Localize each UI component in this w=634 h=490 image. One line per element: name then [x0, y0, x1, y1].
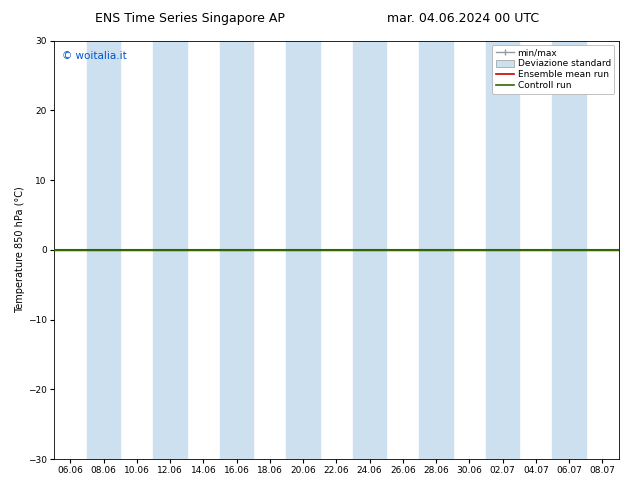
- Bar: [353, 41, 386, 459]
- Bar: [87, 41, 120, 459]
- Bar: [552, 41, 586, 459]
- Text: ENS Time Series Singapore AP: ENS Time Series Singapore AP: [95, 12, 285, 25]
- Legend: min/max, Deviazione standard, Ensemble mean run, Controll run: min/max, Deviazione standard, Ensemble m…: [493, 45, 614, 94]
- Text: mar. 04.06.2024 00 UTC: mar. 04.06.2024 00 UTC: [387, 12, 539, 25]
- Text: © woitalia.it: © woitalia.it: [62, 51, 127, 61]
- Y-axis label: Temperature 850 hPa (°C): Temperature 850 hPa (°C): [15, 186, 25, 313]
- Bar: [287, 41, 320, 459]
- Bar: [486, 41, 519, 459]
- Bar: [420, 41, 453, 459]
- Bar: [153, 41, 187, 459]
- Bar: [220, 41, 253, 459]
